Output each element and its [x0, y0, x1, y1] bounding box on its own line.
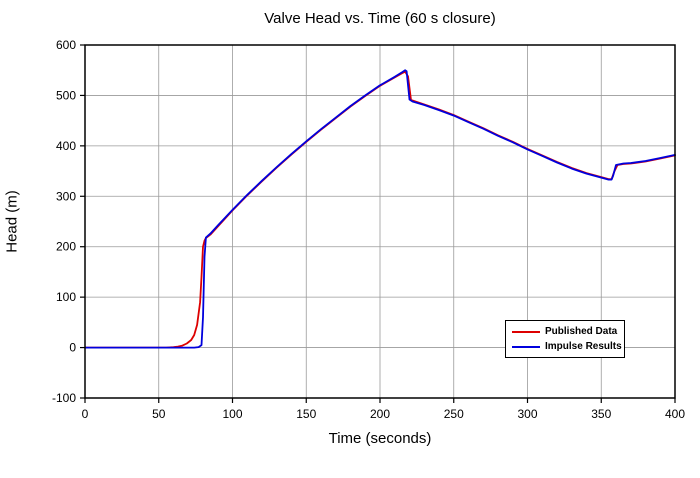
- series-line-1: [84, 69, 676, 349]
- y-tick-label: 300: [56, 189, 76, 203]
- chart-title: Valve Head vs. Time (60 s closure): [264, 10, 496, 27]
- legend-line-blue: [512, 345, 540, 348]
- legend-line-red: [512, 330, 540, 333]
- y-tick-label: 500: [56, 88, 76, 102]
- y-tick-label: 0: [69, 341, 76, 355]
- legend-label: Impulse Results: [545, 341, 622, 352]
- x-tick-label: 350: [591, 407, 611, 421]
- x-tick-label: 150: [296, 407, 316, 421]
- x-tick-label: 50: [152, 407, 166, 421]
- x-tick-label: 100: [222, 407, 242, 421]
- y-tick-label: 600: [56, 38, 76, 52]
- y-axis-title: Head (m): [3, 190, 21, 253]
- y-tick-label: 400: [56, 139, 76, 153]
- x-tick-label: 400: [665, 407, 685, 421]
- legend-item-impulse-results: Impulse Results: [512, 341, 622, 352]
- x-tick-label: 300: [517, 407, 537, 421]
- legend-label: Published Data: [545, 326, 618, 337]
- x-tick-label: 200: [370, 407, 390, 421]
- y-tick-label: 200: [56, 240, 76, 254]
- x-tick-label: 250: [444, 407, 464, 421]
- legend-item-published-data: Published Data: [512, 326, 618, 337]
- x-axis-title: Time (seconds): [328, 430, 432, 447]
- legend: Published Data Impulse Results: [505, 320, 625, 358]
- x-tick-label: 0: [82, 407, 89, 421]
- y-tick-label: 100: [56, 290, 76, 304]
- y-tick-label: -100: [52, 391, 76, 405]
